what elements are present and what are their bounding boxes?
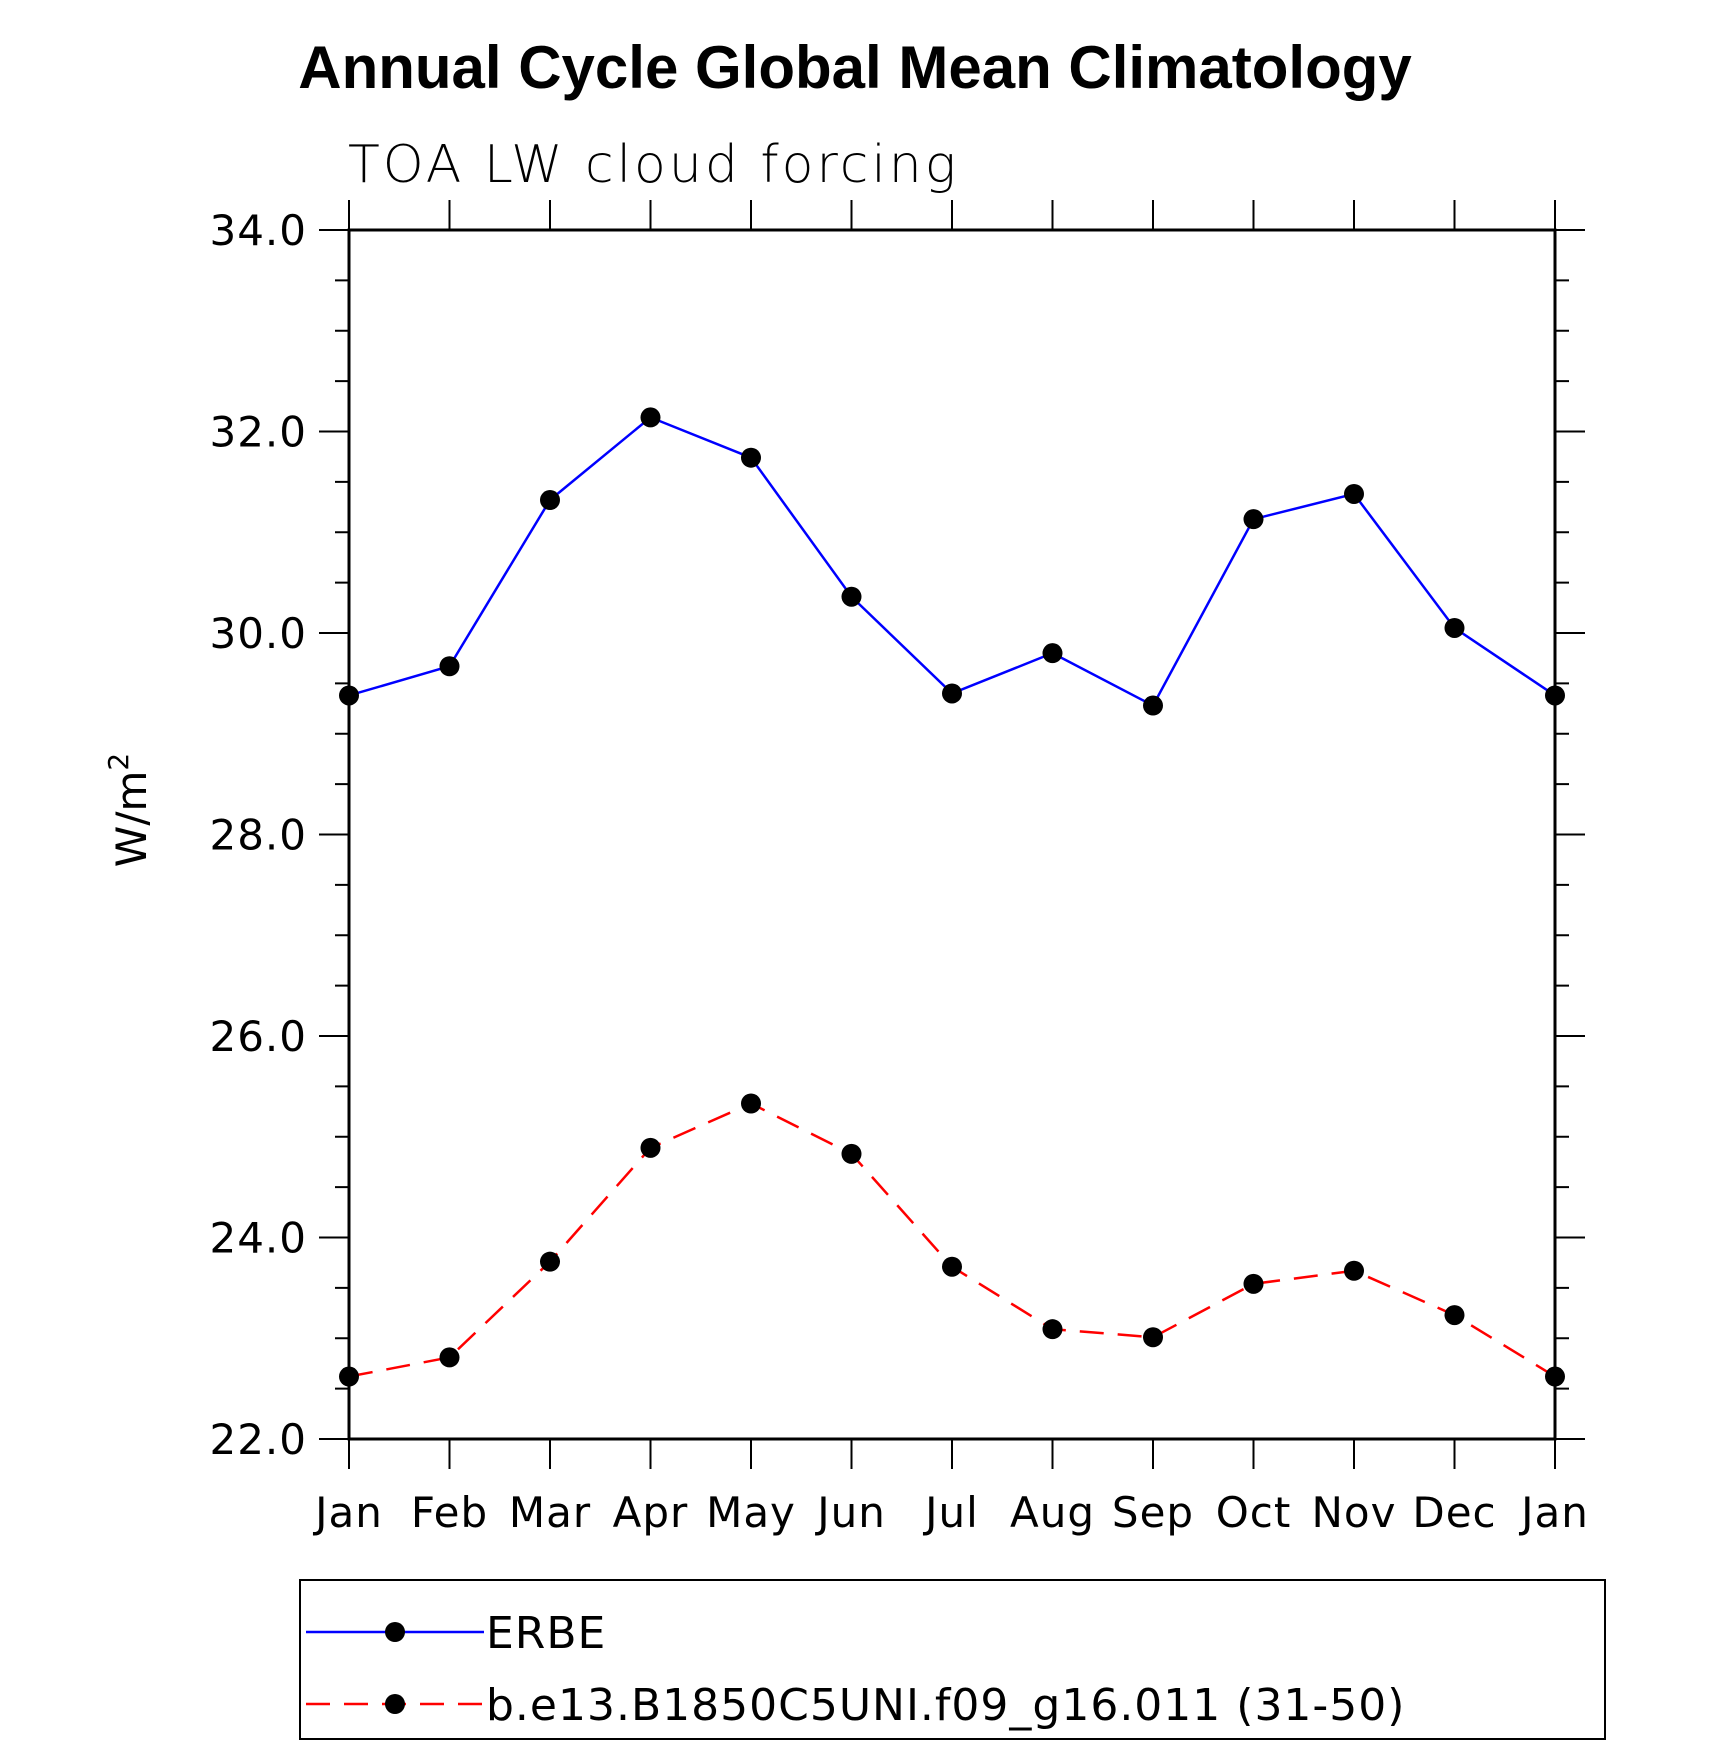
x-tick-label: Jun: [814, 1488, 886, 1537]
series-1-point: [339, 685, 359, 706]
x-tick-label: Dec: [1412, 1488, 1496, 1537]
series-1-point: [540, 490, 560, 511]
y-tick-label: 24.0: [209, 1214, 307, 1263]
y-axis-label-superscript: 2: [102, 753, 135, 771]
series-2-point: [1545, 1366, 1565, 1387]
series-1-point: [1545, 685, 1565, 706]
series-2-point: [1344, 1260, 1364, 1281]
series-1-point: [1143, 695, 1163, 716]
axes: 22.0 24.0 26.0 28.0 30.0 32.0 34.0 Jan Feb Mar Apr…: [209, 200, 1588, 1537]
series-2-point: [1444, 1305, 1465, 1326]
series-2-point: [841, 1143, 862, 1164]
series-line-2: [348, 1102, 1556, 1378]
series-1-point: [1344, 483, 1364, 504]
y-axis-label-text: W/m: [107, 771, 156, 868]
series-2-point: [1143, 1327, 1163, 1348]
y-tick-label: 28.0: [209, 811, 307, 860]
legend-marker-1: [385, 1622, 405, 1642]
y-tick-label: 26.0: [209, 1012, 307, 1061]
legend-box: [299, 1579, 1606, 1740]
series-2-point: [1243, 1273, 1264, 1294]
series-layer: [339, 407, 1565, 1387]
x-tick-label: Jul: [922, 1488, 979, 1537]
legend-label-1: ERBE: [486, 1608, 606, 1659]
y-tick-label: 22.0: [209, 1415, 307, 1464]
x-tick-label: Jan: [1518, 1488, 1589, 1537]
x-tick-label: Sep: [1112, 1488, 1194, 1537]
x-tick-label: Apr: [613, 1488, 689, 1537]
y-tick-label: 32.0: [209, 408, 307, 457]
series-line-1: [348, 415, 1556, 708]
series-1-point: [1444, 617, 1465, 638]
x-tick-label: Nov: [1312, 1488, 1397, 1537]
series-1-point: [841, 586, 862, 607]
legend-marker-2: [385, 1694, 405, 1714]
y-axis-label: W/m2: [102, 753, 156, 867]
series-1-point: [439, 656, 460, 677]
series-2-point: [339, 1366, 359, 1387]
series-1-point: [942, 683, 962, 704]
series-2-point: [439, 1347, 460, 1368]
svg-text:W/m2: W/m2: [102, 753, 156, 867]
legend-label-2: b.e13.B1850C5UNI.f09_g16.011 (31-50): [486, 1680, 1405, 1731]
x-tick-label: Feb: [411, 1488, 488, 1537]
series-2-point: [1042, 1319, 1063, 1340]
x-tick-label: Mar: [509, 1488, 591, 1537]
series-1-point: [1243, 509, 1264, 530]
legend: ERBE b.e13.B1850C5UNI.f09_g16.011 (31-50): [299, 1579, 1606, 1740]
series-2-point: [942, 1256, 962, 1277]
y-tick-label: 34.0: [209, 206, 307, 255]
series-1-point: [640, 407, 661, 428]
x-tick-label: Aug: [1010, 1488, 1095, 1537]
series-2-point: [640, 1137, 661, 1158]
series-1-point: [741, 447, 761, 468]
series-1-point: [1042, 643, 1063, 664]
y-tick-label: 30.0: [209, 609, 307, 658]
x-tick-label: Oct: [1216, 1488, 1292, 1537]
series-2-point: [540, 1251, 560, 1272]
series-2-point: [741, 1093, 761, 1114]
chart-title: Annual Cycle Global Mean Climatology: [298, 34, 1412, 101]
x-tick-label: May: [706, 1488, 796, 1537]
chart-subtitle: TOA LW cloud forcing: [348, 135, 959, 195]
x-tick-label: Jan: [312, 1488, 383, 1537]
